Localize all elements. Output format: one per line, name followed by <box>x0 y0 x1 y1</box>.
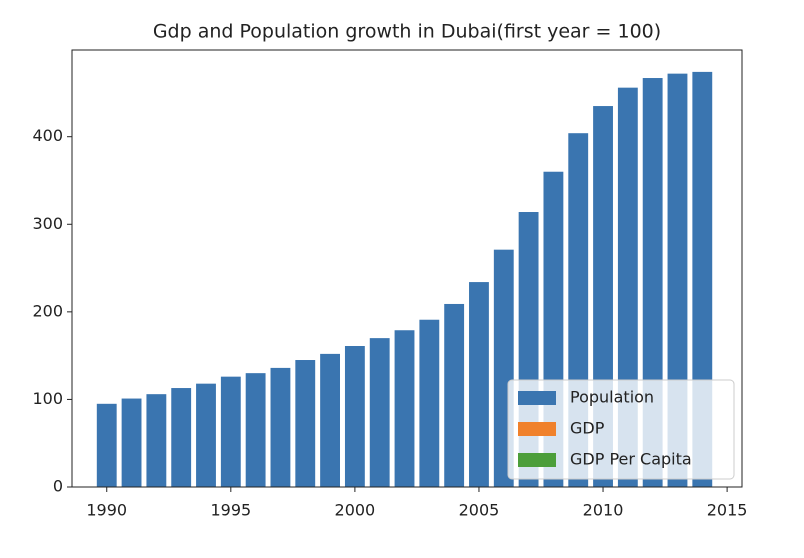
bar <box>121 398 142 487</box>
bar <box>171 388 192 487</box>
plot-frame <box>71 49 743 488</box>
legend-label: GDP Per Capita <box>570 450 692 469</box>
legend-swatch <box>518 422 556 436</box>
bar <box>146 394 167 487</box>
legend-swatch <box>518 453 556 467</box>
x-tick-label: 2010 <box>583 501 624 520</box>
bar <box>419 319 440 487</box>
chart-title: Gdp and Population growth in Dubai(first… <box>153 21 661 43</box>
y-tick-label: 200 <box>32 301 63 320</box>
bar <box>469 282 489 487</box>
legend-label: GDP <box>570 419 605 438</box>
y-tick-label: 400 <box>32 126 63 145</box>
bar <box>320 353 340 487</box>
legend-swatch <box>518 391 556 405</box>
legend-box <box>507 379 735 480</box>
bar <box>270 367 291 487</box>
bar <box>220 376 241 487</box>
x-tick-label: 1995 <box>210 501 251 520</box>
bar <box>369 338 390 487</box>
bar <box>295 360 316 487</box>
bar <box>96 403 117 487</box>
bar <box>344 346 365 487</box>
x-tick-label: 2005 <box>459 501 500 520</box>
bar <box>444 303 465 487</box>
x-tick-label: 1990 <box>86 501 127 520</box>
bar <box>196 383 216 487</box>
legend-label: Population <box>570 388 654 407</box>
x-tick-label: 2000 <box>335 501 376 520</box>
y-tick-label: 100 <box>32 389 63 408</box>
bar <box>394 330 415 487</box>
y-tick-label: 300 <box>32 214 63 233</box>
y-tick-label: 0 <box>53 477 63 496</box>
bar <box>245 373 266 487</box>
x-tick-label: 2015 <box>707 501 748 520</box>
